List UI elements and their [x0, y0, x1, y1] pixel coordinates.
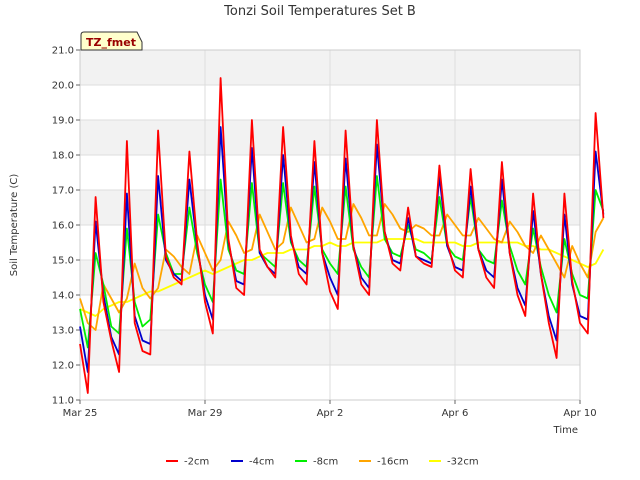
site-badge: TZ_fmet	[80, 31, 143, 51]
y-tick-label: 17.0	[52, 186, 74, 197]
y-tick-label: 15.0	[52, 256, 74, 267]
x-tick-label: Mar 29	[188, 408, 223, 419]
legend-item: -32cm	[429, 457, 479, 468]
x-axis-title: Time	[553, 425, 578, 436]
legend-label: -8cm	[313, 457, 338, 468]
series-lines	[79, 77, 605, 394]
series-line-32cmcm	[79, 238, 605, 317]
y-axis-title: Soil Temperature (C)	[9, 174, 20, 277]
y-axis: 11.0 12.0 13.0 14.0 15.0 16.0 17.0 18.0 19.0 20.0…	[52, 46, 80, 407]
legend-item: -8cm	[295, 457, 338, 468]
y-tick-label: 14.0	[52, 291, 74, 302]
y-tick-label: 13.0	[52, 326, 74, 337]
x-tick-label: Mar 25	[63, 408, 98, 419]
legend-item: -2cm	[166, 457, 209, 468]
y-tick-label: 11.0	[52, 396, 74, 407]
legend-label: -2cm	[184, 457, 209, 468]
legend: -2cm -4cm -8cm -16cm -32cm	[166, 457, 479, 468]
x-tick-label: Apr 2	[317, 408, 344, 419]
y-tick-label: 21.0	[52, 46, 74, 57]
legend-label: -32cm	[447, 457, 479, 468]
series-line-2cmcm	[79, 77, 605, 394]
x-axis: Mar 25 Mar 29 Apr 2 Apr 6 Apr 10	[63, 400, 597, 419]
y-tick-label: 12.0	[52, 361, 74, 372]
x-tick-label: Apr 10	[563, 408, 596, 419]
badge-shape	[80, 31, 143, 51]
legend-item: -4cm	[231, 457, 274, 468]
y-tick-label: 20.0	[52, 81, 74, 92]
y-tick-label: 16.0	[52, 221, 74, 232]
y-tick-label: 19.0	[52, 116, 74, 127]
legend-label: -16cm	[377, 457, 409, 468]
x-tick-label: Apr 6	[442, 408, 469, 419]
y-tick-label: 18.0	[52, 151, 74, 162]
legend-label: -4cm	[249, 457, 274, 468]
badge-label: TZ_fmet	[86, 36, 136, 49]
chart-title: Tonzi Soil Temperatures Set B	[223, 4, 416, 19]
legend-item: -16cm	[359, 457, 409, 468]
